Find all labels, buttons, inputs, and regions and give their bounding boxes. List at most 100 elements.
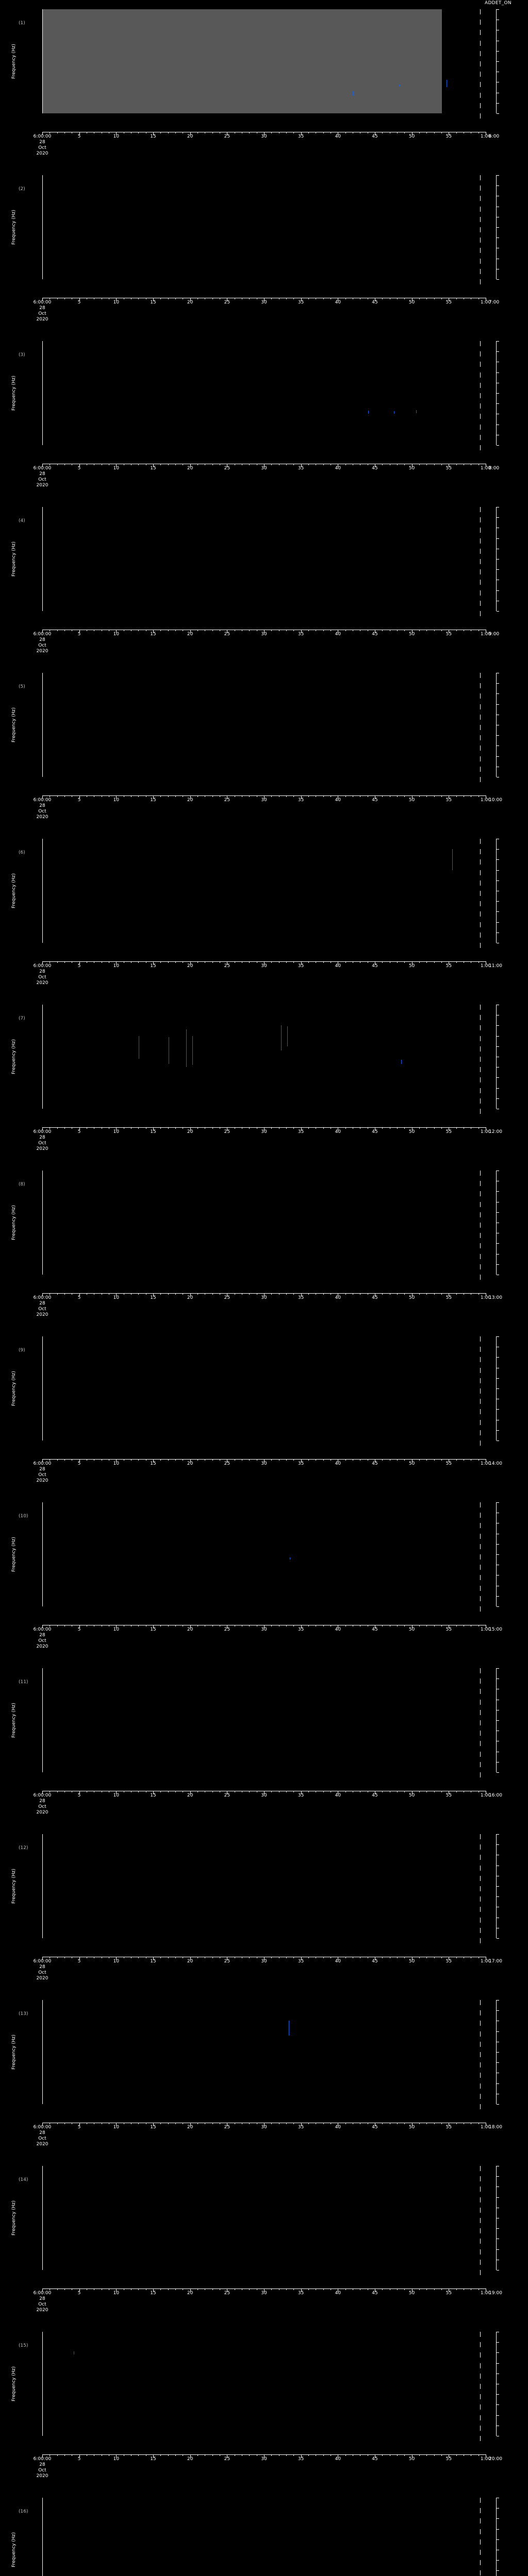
y-axis-title: Frequency (Hz) xyxy=(11,2532,16,2567)
x-axis-minor-tick xyxy=(308,298,309,299)
right-axis-dash xyxy=(480,2093,481,2099)
plot-area[interactable]: 02004006008001000 xyxy=(42,1005,486,1109)
x-axis-tick-label: 6:00:00 xyxy=(33,1129,52,1134)
x-axis-tick xyxy=(264,630,265,633)
y-axis-minor-tick xyxy=(42,2197,43,2198)
x-axis-minor-tick xyxy=(456,464,457,465)
x-axis-tick-label: 10 xyxy=(113,1959,120,1964)
x-axis-minor-tick xyxy=(382,961,383,963)
x-axis-minor-tick xyxy=(271,2289,272,2290)
x-axis-tick-label: 25 xyxy=(224,2456,230,2462)
y-axis-minor-tick xyxy=(42,2223,43,2224)
y-axis-minor-tick xyxy=(42,2233,43,2234)
x-axis-tick-label: 25 xyxy=(224,1461,230,1466)
x-axis-minor-tick xyxy=(397,464,398,465)
y-axis-minor-tick xyxy=(42,253,43,254)
y-axis-minor-tick xyxy=(42,699,43,700)
x-axis-tick-label: 20 xyxy=(187,963,193,969)
plot-area[interactable]: 02004006008001000 xyxy=(42,175,486,279)
plot-area[interactable]: 02004006008001000 xyxy=(42,1502,486,1606)
x-axis-tick-label: 55 xyxy=(446,1959,452,1964)
x-axis-minor-tick xyxy=(426,2454,427,2456)
x-axis-minor-tick xyxy=(197,1293,198,1295)
right-axis-dash xyxy=(480,1679,481,1684)
right-axis-tick xyxy=(497,735,499,736)
plot-area[interactable]: 02004006008001000 xyxy=(42,2332,486,2436)
x-axis-minor-tick xyxy=(160,2289,161,2290)
x-axis-tick-label: 25 xyxy=(224,2125,230,2130)
right-axis-tick xyxy=(497,341,499,342)
x-axis-minor-tick xyxy=(345,2454,346,2456)
right-axis-tick xyxy=(497,2010,499,2011)
right-axis-dash xyxy=(480,185,481,191)
y-axis-minor-tick xyxy=(42,2363,43,2364)
plot-area[interactable]: 02004006008001000 xyxy=(42,673,486,777)
x-axis-minor-tick xyxy=(434,464,435,465)
plot-area[interactable]: 02004006008001000 xyxy=(42,9,486,113)
plot-area[interactable]: 02004006008001000 xyxy=(42,1171,486,1275)
right-axis-dash xyxy=(480,2518,481,2524)
right-axis-tick xyxy=(497,103,499,104)
right-axis-dash xyxy=(480,901,481,907)
x-axis-minor-tick xyxy=(345,795,346,797)
x-axis-minor-tick xyxy=(308,961,309,963)
right-axis-dash xyxy=(480,2550,481,2555)
x-axis-minor-tick xyxy=(212,2289,213,2290)
x-axis-minor-tick xyxy=(64,2123,65,2124)
right-axis-dash xyxy=(480,382,481,388)
x-axis-tick-label: 10 xyxy=(113,798,120,803)
right-axis-tick xyxy=(497,1098,499,1099)
x-axis-tick-label: 20 xyxy=(187,1959,193,1964)
plot-area[interactable]: 02004006008001000 xyxy=(42,2000,486,2104)
plot-area[interactable]: 02004006008001000 xyxy=(42,341,486,445)
plot-area[interactable]: 02004006008001000 xyxy=(42,1668,486,1772)
x-axis-tick xyxy=(190,1625,191,1628)
x-axis-minor-tick xyxy=(271,1459,272,1461)
x-axis-minor-tick xyxy=(404,298,405,299)
x-axis-tick-label: 15 xyxy=(150,1295,156,1300)
x-axis-minor-tick xyxy=(441,1127,442,1129)
x-axis-minor-tick xyxy=(434,298,435,299)
x-axis-tick-label: 35 xyxy=(298,1959,304,1964)
plot-area[interactable]: 02004006008001000 xyxy=(42,2498,486,2576)
x-axis-minor-tick xyxy=(382,298,383,299)
x-axis-tick-label: 55 xyxy=(446,1129,452,1134)
right-axis-dash xyxy=(480,2404,481,2410)
y-axis-minor-tick xyxy=(42,875,43,876)
plot-area[interactable]: 02004006008001000 xyxy=(42,1834,486,1938)
right-axis-dash xyxy=(480,2570,481,2576)
plot-area[interactable]: 02004006008001000 xyxy=(42,839,486,943)
x-axis-date-label: 28 Oct 2020 xyxy=(37,1964,48,1981)
detection-mark xyxy=(368,411,369,414)
plot-area[interactable]: 02004006008001000 xyxy=(42,507,486,611)
x-axis-tick-label: 40 xyxy=(335,2291,341,2296)
x-axis-minor-tick xyxy=(286,1625,287,1626)
x-axis-tick xyxy=(116,2454,117,2458)
x-axis-minor-tick xyxy=(286,2454,287,2456)
right-axis-dash xyxy=(480,756,481,761)
x-axis-minor-tick xyxy=(212,1791,213,1792)
y-axis-tick xyxy=(42,756,43,757)
right-axis-tick xyxy=(497,1046,499,1047)
x-axis-minor-tick xyxy=(478,1625,479,1626)
x-axis-tick-label: 35 xyxy=(298,1627,304,1632)
x-axis-tick-label: 40 xyxy=(335,963,341,969)
y-axis-minor-tick xyxy=(42,1725,43,1726)
x-axis-tick-label: 20 xyxy=(187,2456,193,2462)
y-axis-minor-tick xyxy=(42,1891,43,1892)
plot-area[interactable]: 02004006008001000 xyxy=(42,1336,486,1440)
right-axis-dash xyxy=(480,434,481,440)
right-axis-dash xyxy=(480,1927,481,1933)
x-axis-minor-tick xyxy=(323,2289,324,2290)
y-axis-minor-tick xyxy=(42,1912,43,1913)
x-axis-minor-tick xyxy=(478,464,479,465)
x-axis-minor-tick xyxy=(64,795,65,797)
x-axis-tick xyxy=(153,1293,154,1296)
right-axis-dash xyxy=(480,1440,481,1446)
x-axis-minor-tick xyxy=(175,1459,176,1461)
right-axis-tick xyxy=(497,2539,499,2540)
x-axis-tick xyxy=(116,464,117,467)
right-axis-dash xyxy=(480,1015,481,1021)
y-axis-tick xyxy=(42,693,43,694)
plot-area[interactable]: 02004006008001000 xyxy=(42,2166,486,2270)
